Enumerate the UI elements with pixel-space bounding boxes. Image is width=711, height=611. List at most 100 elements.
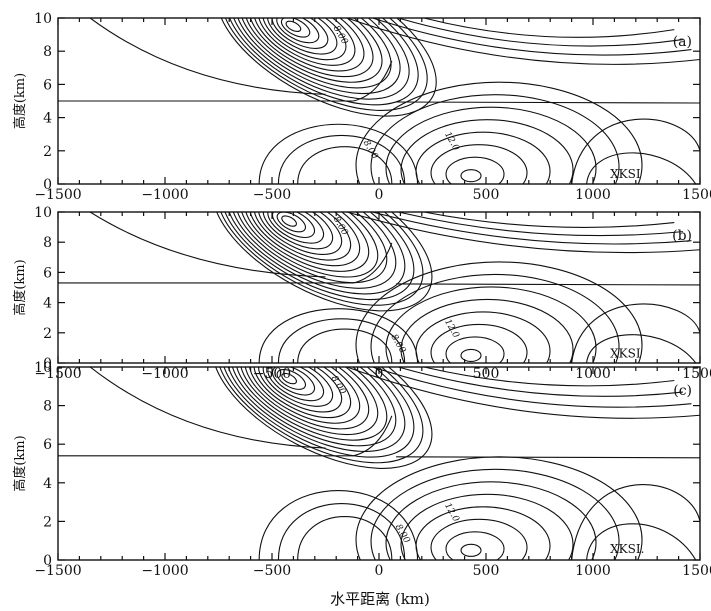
contour-upper [216,367,424,464]
contour-upper [230,367,397,447]
contour-upper [248,367,361,424]
x-tick-label: −500 [253,563,291,579]
contour-upper [271,212,316,239]
y-tick-label: 4 [43,476,52,492]
x-tick-label: 1000 [575,187,611,203]
contour-upper [216,212,424,306]
contour-lower [277,503,406,560]
contour-lower-ring [355,81,643,184]
contour-lower-ring [460,543,482,557]
x-axis-label: 水平距离 (km) [330,590,430,608]
contour-label: 12.0 [442,130,461,153]
panel-label: (a) [673,34,692,50]
contour-lower [586,334,697,363]
contour-upper [281,215,297,227]
x-tick-label: −1000 [141,563,188,579]
contour-upper [230,212,397,289]
y-tick-label: 2 [43,144,52,160]
contour-lower-ring [370,468,620,560]
contour-upper [221,367,415,458]
contour-upper [225,18,419,106]
contour-lower-ring [445,156,505,184]
contour-upper [271,367,316,396]
y-tick-label: 10 [34,11,52,27]
x-tick-label: 1500 [682,366,711,382]
contour-upper-arc [423,367,675,387]
contour-lower-ring [370,273,620,363]
y-tick-label: 6 [43,437,52,453]
y-tick-label: 6 [43,77,52,93]
marker-text: XKSI. [610,542,644,556]
contour-upper [216,18,437,117]
contour-upper [285,20,302,33]
contour-upper [262,367,334,407]
contour-lines [58,212,700,363]
contour-upper [258,212,343,255]
contour-upper [253,18,365,72]
contour-lower-ring [415,311,551,363]
x-tick-label: −500 [253,187,291,203]
marker-text: XKSI [610,347,641,361]
contour-upper [262,212,334,250]
x-tick-label: 500 [473,187,500,203]
contour-lower-ring [385,106,597,184]
x-tick-label: −1500 [34,187,81,203]
contour-lower-ring [385,481,597,560]
contour-label: 12.0 [442,318,461,341]
marker-text: XKSI [610,167,641,181]
contour-lower-ring [385,286,597,363]
contour-upper [239,367,379,436]
contour-lower [277,134,406,184]
contour-lower-ring [445,336,505,363]
contour-lower [277,318,406,363]
contour-lower-ring [370,94,620,184]
contour-lines [58,367,700,560]
contour-lower-ring [460,169,482,183]
x-tick-label: −1000 [141,187,188,203]
contour-lower-ring [400,298,574,363]
contour-upper-arc [372,212,692,245]
contour-upper [225,212,406,295]
contour-label: 8.00 [331,215,350,238]
panel-b: 8.008.0012.0XKSI−1500−1000−5000500100015… [12,205,711,382]
y-tick-label: 0 [43,356,52,372]
x-tick-label: 1500 [682,563,711,579]
contour-upper [234,212,388,284]
x-tick-label: 0 [375,187,384,203]
contour-lower-ring [355,456,643,560]
contour-upper-arc [398,212,683,237]
contour-upper [221,212,415,301]
contour-lower [586,152,697,184]
contour-upper-arc [89,212,326,278]
contour-label: 8.00 [331,24,350,47]
contour-upper [248,18,374,78]
y-tick-label: 4 [43,111,52,127]
contour-upper [225,367,406,453]
contour-upper [257,18,356,66]
contour-lower [571,484,700,560]
contour-lower [297,146,393,184]
tropopause-line [58,242,700,286]
contour-upper [276,369,307,390]
contour-upper [244,367,370,430]
panel-label: (b) [672,228,692,244]
y-tick-label: 8 [43,235,52,251]
x-tick-label: 1500 [682,187,711,203]
y-tick-label: 2 [43,514,52,530]
contour-lower [297,328,393,363]
contour-upper-arc [423,212,675,229]
panel-a: 8.00 8.00 12.0 XKSI −1500 −1000 −500 0 500 1000 15… [12,11,711,203]
contour-upper [281,372,297,385]
tropopause-line [58,60,700,104]
contour-upper-arc [372,367,692,408]
contour-lower [571,118,700,184]
contour-lower-ring [445,531,505,560]
y-tick-label: 10 [34,205,52,221]
contour-upper-arc [89,367,326,449]
panel-label: (c) [673,383,692,399]
x-tick-label: 500 [473,563,500,579]
y-tick-label: 6 [43,265,52,281]
contour-upper-arc [346,212,700,254]
contour-upper [267,18,338,55]
